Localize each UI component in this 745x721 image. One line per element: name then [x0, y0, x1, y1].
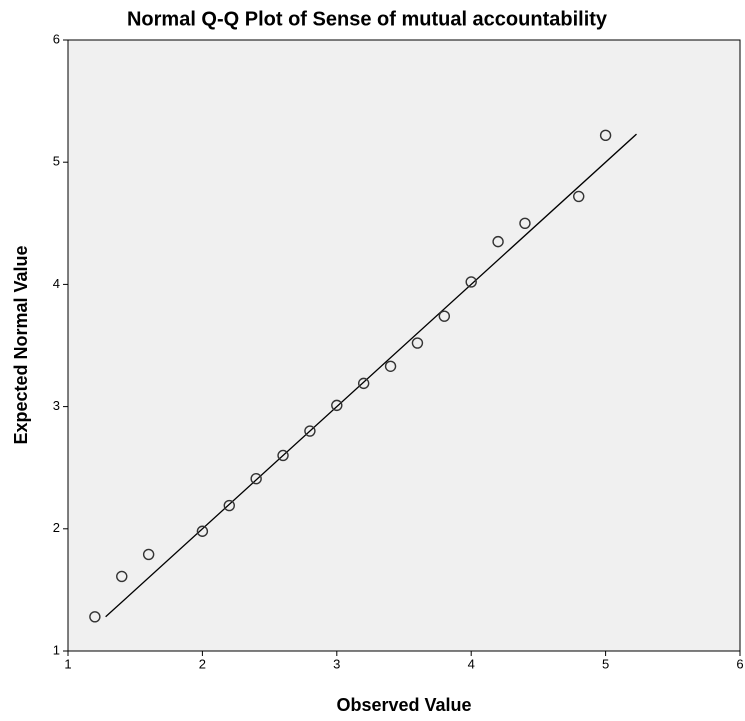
point [250, 472, 262, 485]
chart-title: Normal Q-Q Plot of Sense of mutual accou… [127, 8, 608, 30]
x-tick-label: 2 [199, 656, 206, 671]
point [277, 449, 289, 462]
y-tick-label: 3 [53, 398, 60, 413]
y-tick-label: 1 [53, 642, 60, 657]
point [384, 360, 397, 372]
point [465, 276, 477, 288]
y-tick-label: 5 [53, 154, 60, 169]
y-tick-label: 6 [53, 31, 60, 46]
x-tick-label: 1 [64, 656, 71, 671]
point [411, 337, 424, 349]
point [438, 310, 451, 322]
x-tick-label: 6 [736, 656, 743, 671]
point [89, 611, 101, 623]
point [331, 399, 343, 412]
point [223, 499, 235, 512]
x-axis-label: Observed Value [336, 695, 471, 715]
point [519, 217, 531, 230]
y-tick-label: 4 [53, 276, 60, 291]
reference-line [105, 133, 637, 618]
point [142, 548, 155, 561]
x-tick-label: 4 [468, 656, 475, 671]
y-tick-label: 2 [53, 520, 60, 535]
point [304, 425, 316, 437]
x-tick-label: 3 [333, 656, 340, 671]
point [573, 190, 585, 203]
point [196, 525, 209, 537]
point [116, 570, 128, 583]
point [599, 129, 612, 142]
point [357, 377, 370, 390]
point [492, 235, 504, 248]
x-tick-label: 5 [602, 656, 609, 671]
y-axis-label: Expected Normal Value [11, 245, 31, 444]
